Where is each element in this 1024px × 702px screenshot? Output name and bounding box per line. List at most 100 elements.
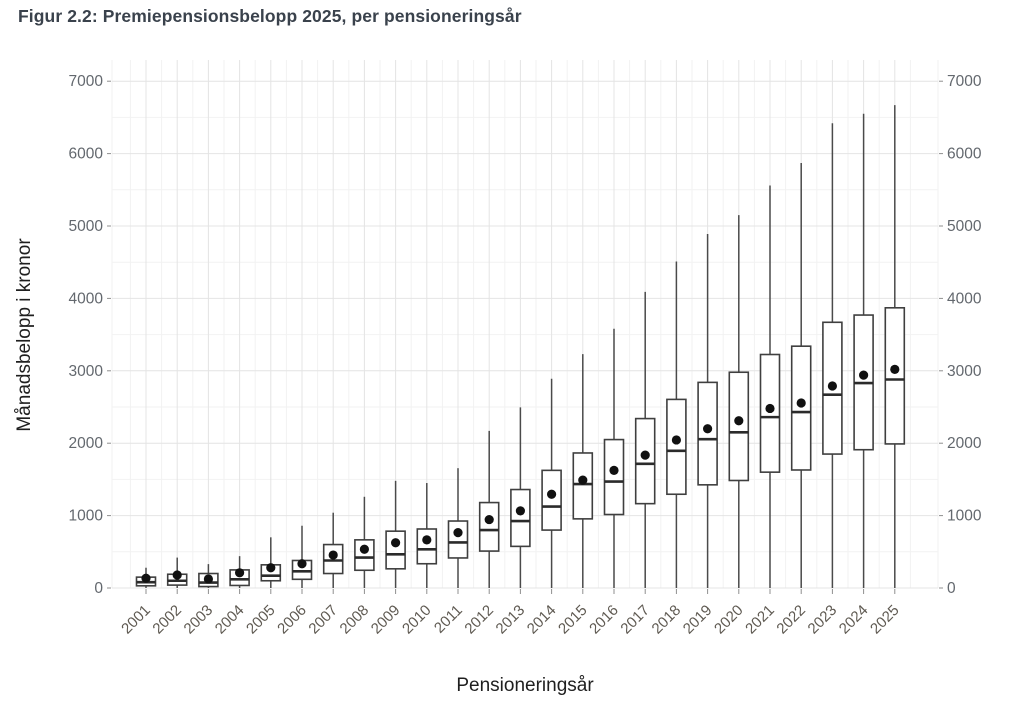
- x-tick-label: 2017: [617, 602, 653, 638]
- box-2003: [198, 564, 219, 588]
- iqr-box: [572, 452, 594, 520]
- box-2007: [322, 512, 344, 588]
- iqr-box: [416, 528, 438, 565]
- box-2018: [666, 261, 687, 588]
- y-tick-label-left: 3000: [69, 363, 104, 380]
- iqr-box: [510, 488, 531, 548]
- y-tick-label-right: 4000: [947, 290, 982, 307]
- mean-dot: [297, 559, 307, 569]
- mean-dot: [640, 450, 650, 460]
- mean-dot: [578, 475, 588, 485]
- box-2017: [634, 291, 656, 588]
- iqr-box: [697, 381, 718, 486]
- iqr-box: [541, 469, 562, 531]
- y-tick-label-left: 7000: [69, 73, 104, 90]
- x-tick-label: 2004: [212, 602, 248, 638]
- box-2020: [728, 215, 750, 588]
- box-2022: [790, 163, 812, 588]
- figure-title: Figur 2.2: Premiepensionsbelopp 2025, pe…: [18, 6, 522, 26]
- box-2010: [416, 483, 438, 588]
- box-2014: [541, 378, 562, 588]
- box-2019: [697, 233, 718, 588]
- x-tick-label: 2005: [243, 602, 279, 638]
- box-2001: [135, 567, 157, 588]
- mean-dot: [484, 514, 494, 525]
- mean-dot: [796, 398, 806, 408]
- y-tick-label-right: 7000: [947, 73, 982, 90]
- box-2016: [603, 328, 625, 588]
- y-tick-label-left: 1000: [69, 508, 104, 525]
- x-tick-label: 2016: [586, 602, 622, 638]
- x-tick-label: 2003: [181, 602, 217, 638]
- iqr-box: [385, 530, 406, 570]
- mean-dot: [609, 465, 619, 475]
- y-axis-title: Månadsbelopp i kronor: [14, 238, 35, 432]
- mean-dot: [359, 544, 369, 554]
- mean-dot: [328, 550, 338, 560]
- y-tick-label-right: 0: [947, 580, 956, 597]
- x-tick-label: 2001: [118, 602, 154, 638]
- mean-dot: [422, 535, 432, 545]
- iqr-box: [759, 353, 781, 473]
- x-tick-label: 2009: [368, 602, 404, 638]
- x-tick-label: 2007: [305, 602, 341, 638]
- iqr-box: [884, 307, 906, 445]
- x-tick-label: 2021: [742, 602, 778, 638]
- mean-dot: [671, 435, 682, 445]
- mean-dot: [547, 489, 557, 499]
- iqr-box: [478, 501, 500, 552]
- y-tick-label-right: 3000: [947, 363, 982, 380]
- x-tick-label: 2023: [805, 602, 841, 638]
- x-tick-label: 2014: [524, 602, 560, 638]
- x-axis-title: Pensioneringsår: [456, 675, 594, 696]
- mean-dot: [203, 574, 213, 584]
- x-tick-label: 2011: [431, 602, 466, 637]
- iqr-box: [354, 539, 375, 572]
- iqr-box: [603, 438, 625, 516]
- mean-dot: [172, 570, 182, 580]
- y-tick-label-right: 2000: [947, 435, 982, 452]
- x-tick-label: 2006: [274, 602, 310, 638]
- box-2008: [354, 496, 375, 588]
- y-tick-label-right: 1000: [947, 508, 982, 525]
- x-tick-label: 2019: [680, 602, 716, 638]
- mean-dot: [391, 538, 401, 548]
- box-2013: [510, 407, 531, 588]
- y-tick-label-right: 6000: [947, 146, 982, 163]
- x-tick-label: 2018: [649, 602, 685, 638]
- mean-dot: [703, 424, 713, 434]
- box-2024: [853, 113, 874, 588]
- x-tick-label: 2025: [867, 602, 903, 638]
- x-tick-label: 2022: [773, 602, 809, 638]
- iqr-box: [634, 417, 656, 505]
- mean-dot: [141, 573, 151, 583]
- mean-dot: [859, 370, 869, 380]
- box-2009: [385, 480, 406, 588]
- mean-dot: [453, 528, 463, 538]
- x-tick-label: 2012: [461, 602, 497, 638]
- box-2006: [291, 525, 313, 588]
- box-2012: [478, 430, 500, 588]
- mean-dot: [734, 416, 744, 426]
- mean-dot: [515, 506, 526, 516]
- mean-dot: [235, 568, 245, 578]
- x-tick-label: 2002: [149, 602, 185, 638]
- mean-dot: [890, 364, 900, 374]
- box-2002: [166, 557, 188, 588]
- x-tick-label: 2024: [836, 602, 872, 638]
- box-2021: [759, 185, 781, 588]
- box-2023: [822, 123, 843, 588]
- mean-dot: [827, 381, 838, 391]
- iqr-box: [447, 520, 469, 559]
- x-tick-label: 2015: [555, 602, 591, 638]
- iqr-box: [790, 345, 812, 471]
- y-tick-label-left: 0: [94, 580, 103, 597]
- x-tick-label: 2013: [493, 602, 529, 638]
- y-tick-label-left: 6000: [69, 146, 104, 163]
- box-2004: [229, 556, 250, 588]
- x-tick-label: 2020: [711, 602, 747, 638]
- y-tick-label-left: 4000: [69, 290, 104, 307]
- x-tick-label: 2010: [399, 602, 435, 638]
- y-tick-label-right: 5000: [947, 218, 982, 235]
